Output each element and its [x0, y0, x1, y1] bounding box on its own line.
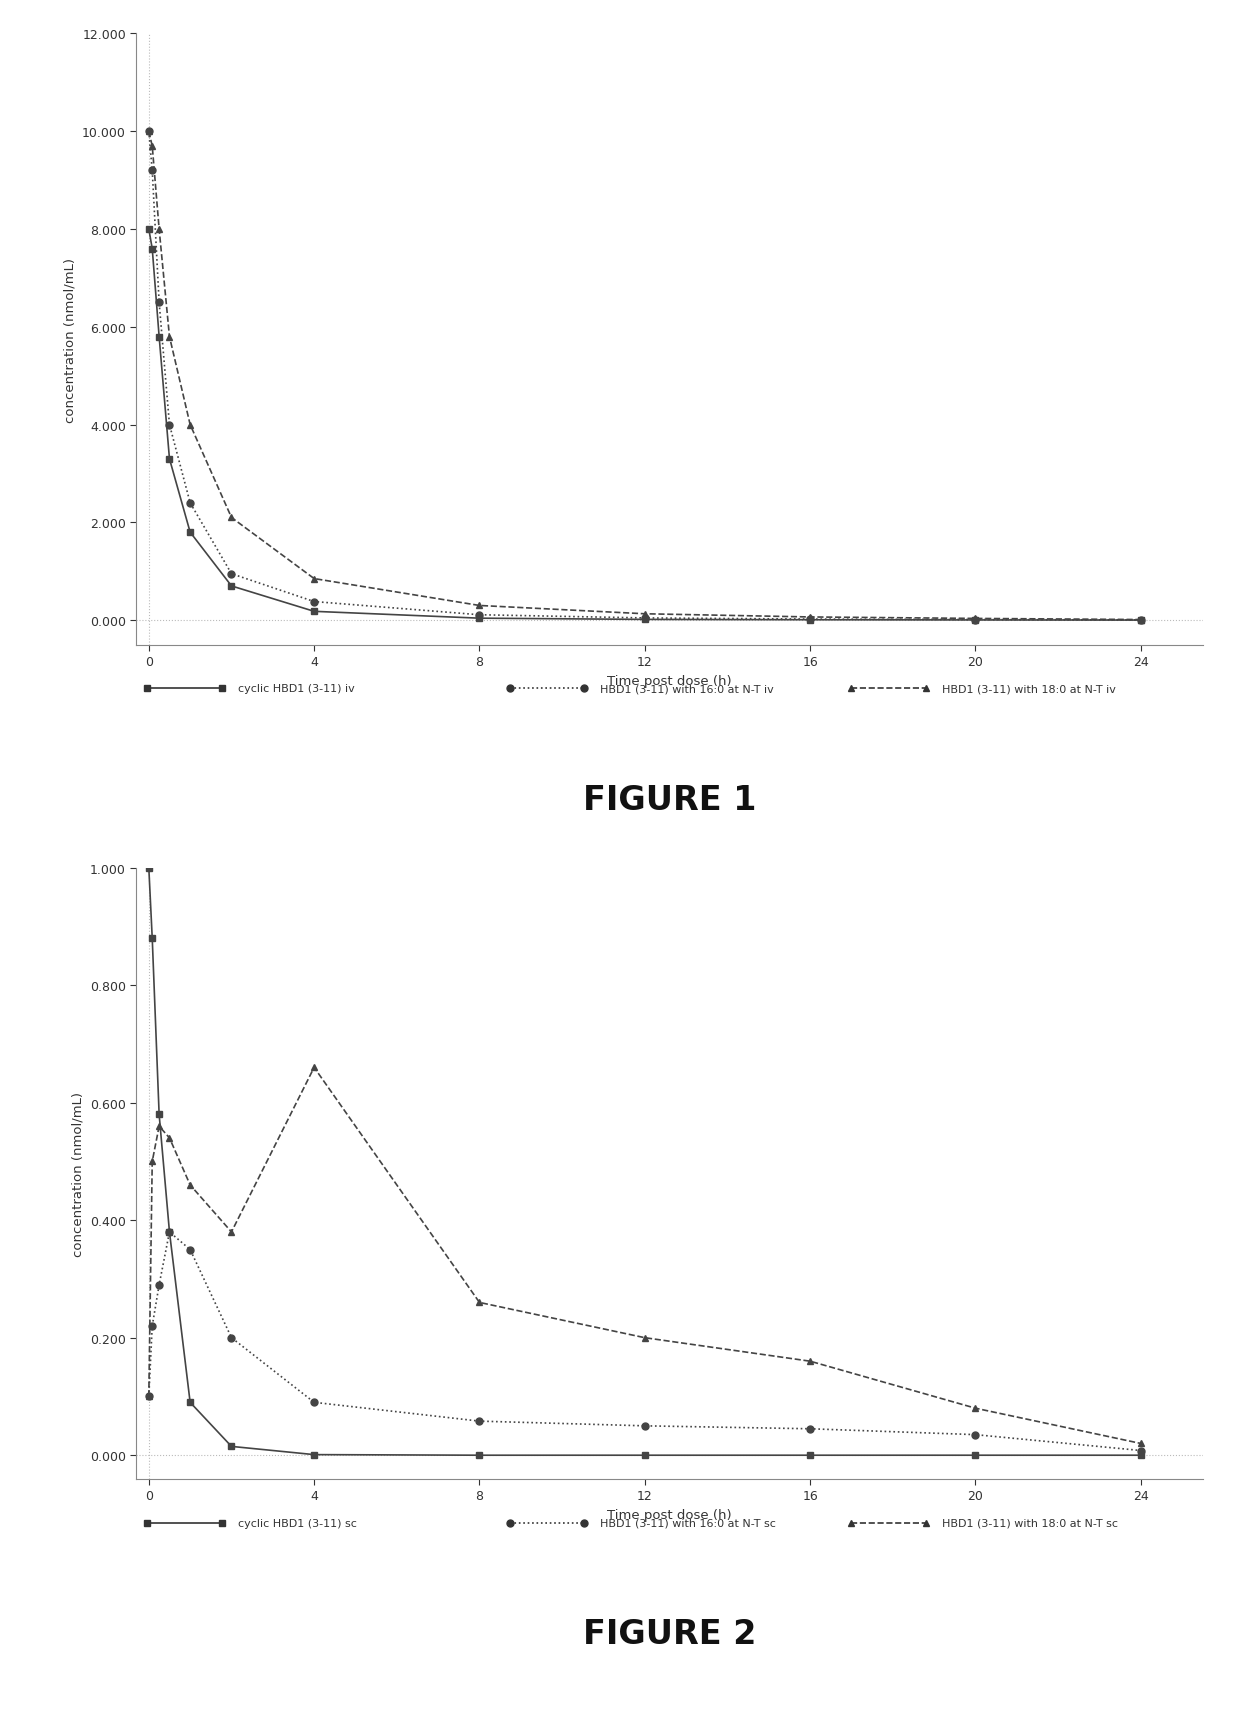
Y-axis label: concentration (nmol/mL): concentration (nmol/mL)	[63, 257, 77, 422]
Text: FIGURE 1: FIGURE 1	[583, 784, 756, 817]
Text: HBD1 (3-11) with 18:0 at N-T iv: HBD1 (3-11) with 18:0 at N-T iv	[941, 684, 1116, 694]
Text: cyclic HBD1 (3-11) sc: cyclic HBD1 (3-11) sc	[238, 1518, 357, 1528]
Text: cyclic HBD1 (3-11) iv: cyclic HBD1 (3-11) iv	[238, 684, 355, 694]
Y-axis label: concentration (nmol/mL): concentration (nmol/mL)	[72, 1091, 84, 1256]
X-axis label: Time post dose (h): Time post dose (h)	[608, 1508, 732, 1521]
Text: HBD1 (3-11) with 16:0 at N-T iv: HBD1 (3-11) with 16:0 at N-T iv	[600, 684, 774, 694]
X-axis label: Time post dose (h): Time post dose (h)	[608, 674, 732, 687]
Text: HBD1 (3-11) with 18:0 at N-T sc: HBD1 (3-11) with 18:0 at N-T sc	[941, 1518, 1117, 1528]
Text: HBD1 (3-11) with 16:0 at N-T sc: HBD1 (3-11) with 16:0 at N-T sc	[600, 1518, 776, 1528]
Text: FIGURE 2: FIGURE 2	[583, 1618, 756, 1651]
